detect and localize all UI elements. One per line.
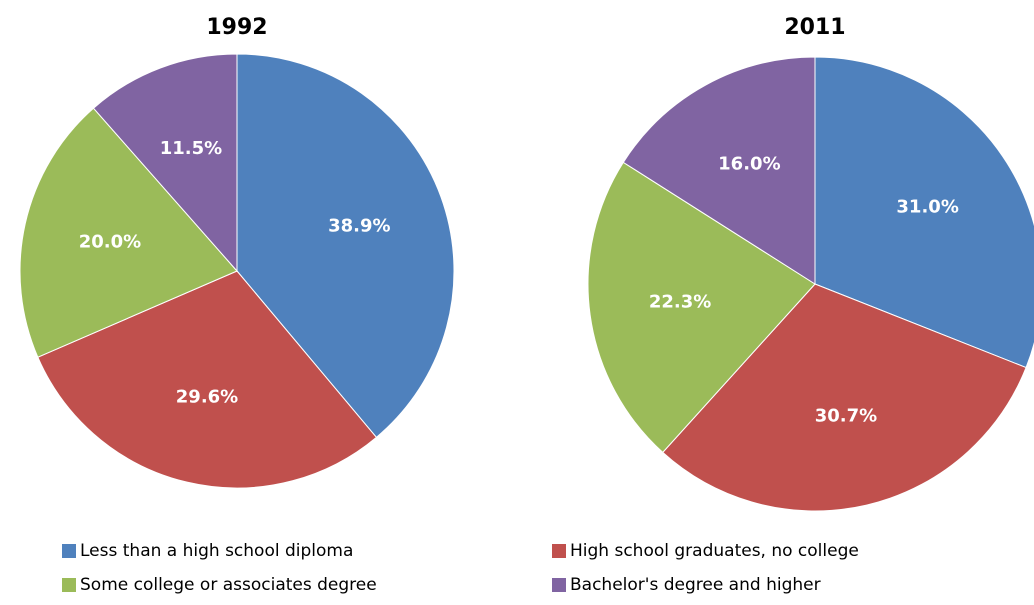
legend-swatch bbox=[62, 578, 76, 592]
legend-label: Bachelor's degree and higher bbox=[570, 575, 821, 595]
pie-slice bbox=[37, 270, 378, 489]
pie-slice bbox=[622, 56, 816, 285]
legend-swatch bbox=[552, 544, 566, 558]
value-label: 29.6% bbox=[176, 387, 238, 408]
value-label: 30.7% bbox=[815, 406, 877, 427]
pie-slice bbox=[92, 53, 238, 273]
legend-label: Less than a high school diploma bbox=[80, 541, 353, 561]
value-label: 38.9% bbox=[328, 216, 390, 237]
pie-slice bbox=[662, 283, 1027, 512]
legend-swatch bbox=[62, 544, 76, 558]
legend-label: Some college or associates degree bbox=[80, 575, 377, 595]
chart-title: 2011 bbox=[784, 15, 845, 40]
pie-slice bbox=[587, 161, 816, 454]
legend-swatch bbox=[552, 578, 566, 592]
value-label: 22.3% bbox=[649, 291, 711, 312]
chart-title: 1992 bbox=[206, 15, 267, 40]
value-label: 11.5% bbox=[160, 138, 222, 159]
pie-slice bbox=[19, 107, 238, 358]
pie-slice bbox=[814, 56, 1034, 369]
value-label: 16.0% bbox=[718, 154, 780, 175]
value-label: 20.0% bbox=[79, 232, 141, 253]
value-label: 31.0% bbox=[896, 196, 958, 217]
legend-label: High school graduates, no college bbox=[570, 541, 859, 561]
pie-slice bbox=[236, 53, 455, 439]
